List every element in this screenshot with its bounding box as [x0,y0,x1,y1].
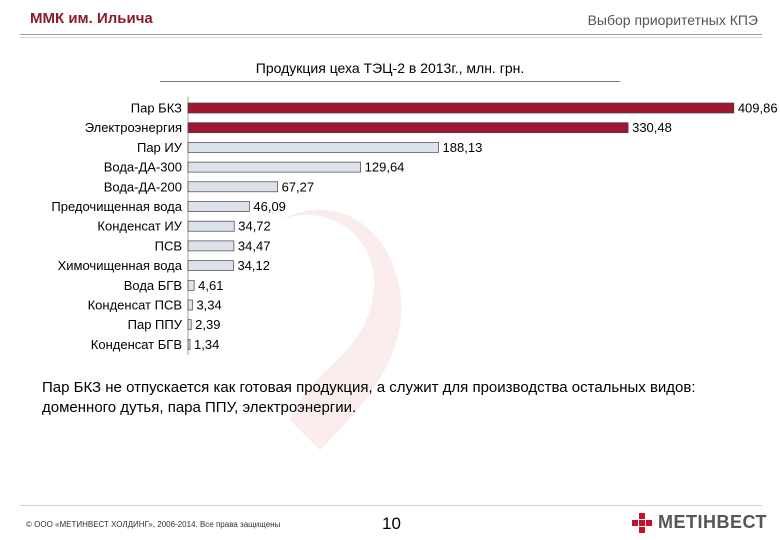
logo-text: МЕТІНВЕСТ [658,512,768,532]
category-label: Пар ППУ [128,317,183,332]
category-label: Конденсат ПСВ [88,298,182,313]
bar-value-label: 188,13 [443,140,483,155]
bar [187,142,439,153]
bar-value-label: 330,48 [632,120,672,135]
bar-value-label: 1,34 [194,337,219,352]
bar-value-label: 129,64 [365,160,405,175]
category-label: Конденсат БГВ [91,337,182,352]
category-label: Конденсат ИУ [97,219,182,234]
bar-chart: Пар БКЗ 409,86 Электроэнергия 330,48 Пар ИУ 1… [51,97,778,356]
bar-value-label: 67,27 [282,179,315,194]
bar-value-label: 34,72 [238,219,271,234]
footnote-text: Пар БКЗ не отпускается как готовая проду… [42,379,696,416]
bar [187,339,191,350]
header-section-title: Выбор приоритетных КПЭ [587,12,758,28]
header-divider-secondary [20,37,762,38]
metinvest-logo-icon [632,512,652,533]
bar [187,319,192,331]
bar [187,299,193,311]
bar [187,201,250,212]
header-company-title: ММК им. Ильича [30,10,153,27]
chart-title-rule [160,81,620,82]
bar [187,260,234,271]
category-label: ПСВ [155,238,182,253]
page-number: 10 [382,514,401,533]
bar [187,240,235,252]
bar-value-label: 46,09 [253,199,286,214]
bar-value-label: 34,12 [237,258,270,273]
bar [187,279,195,291]
company-logo: МЕТІНВЕСТ [632,512,767,533]
bar [187,122,629,134]
chart-title: Продукция цеха ТЭЦ-2 в 2013г., млн. грн. [255,60,525,76]
category-label: Электроэнергия [85,120,182,135]
bar-value-label: 4,61 [198,278,223,293]
category-label: Химочищенная вода [58,258,183,273]
category-label: Вода-ДА-200 [104,179,182,194]
copyright-text: © ООО «МЕТИНВЕСТ ХОЛДИНГ», 2006-2014. Вс… [26,520,281,529]
category-label: Предочищенная вода [51,199,182,214]
category-label: Вода БГВ [124,278,182,293]
bar [187,102,735,114]
watermark-graphic [280,209,402,450]
bar-value-label: 34,47 [238,238,271,253]
category-label: Пар ИУ [137,140,183,155]
bar [187,161,361,173]
bar [187,181,278,193]
footer-divider [20,505,762,506]
category-label: Вода-ДА-300 [104,160,182,175]
bar-value-label: 3,34 [196,298,221,313]
bar [187,220,235,232]
header-divider [20,34,762,35]
category-label: Пар БКЗ [131,101,182,116]
bar-value-label: 409,86 [738,101,778,116]
bar-value-label: 2,39 [195,317,220,332]
